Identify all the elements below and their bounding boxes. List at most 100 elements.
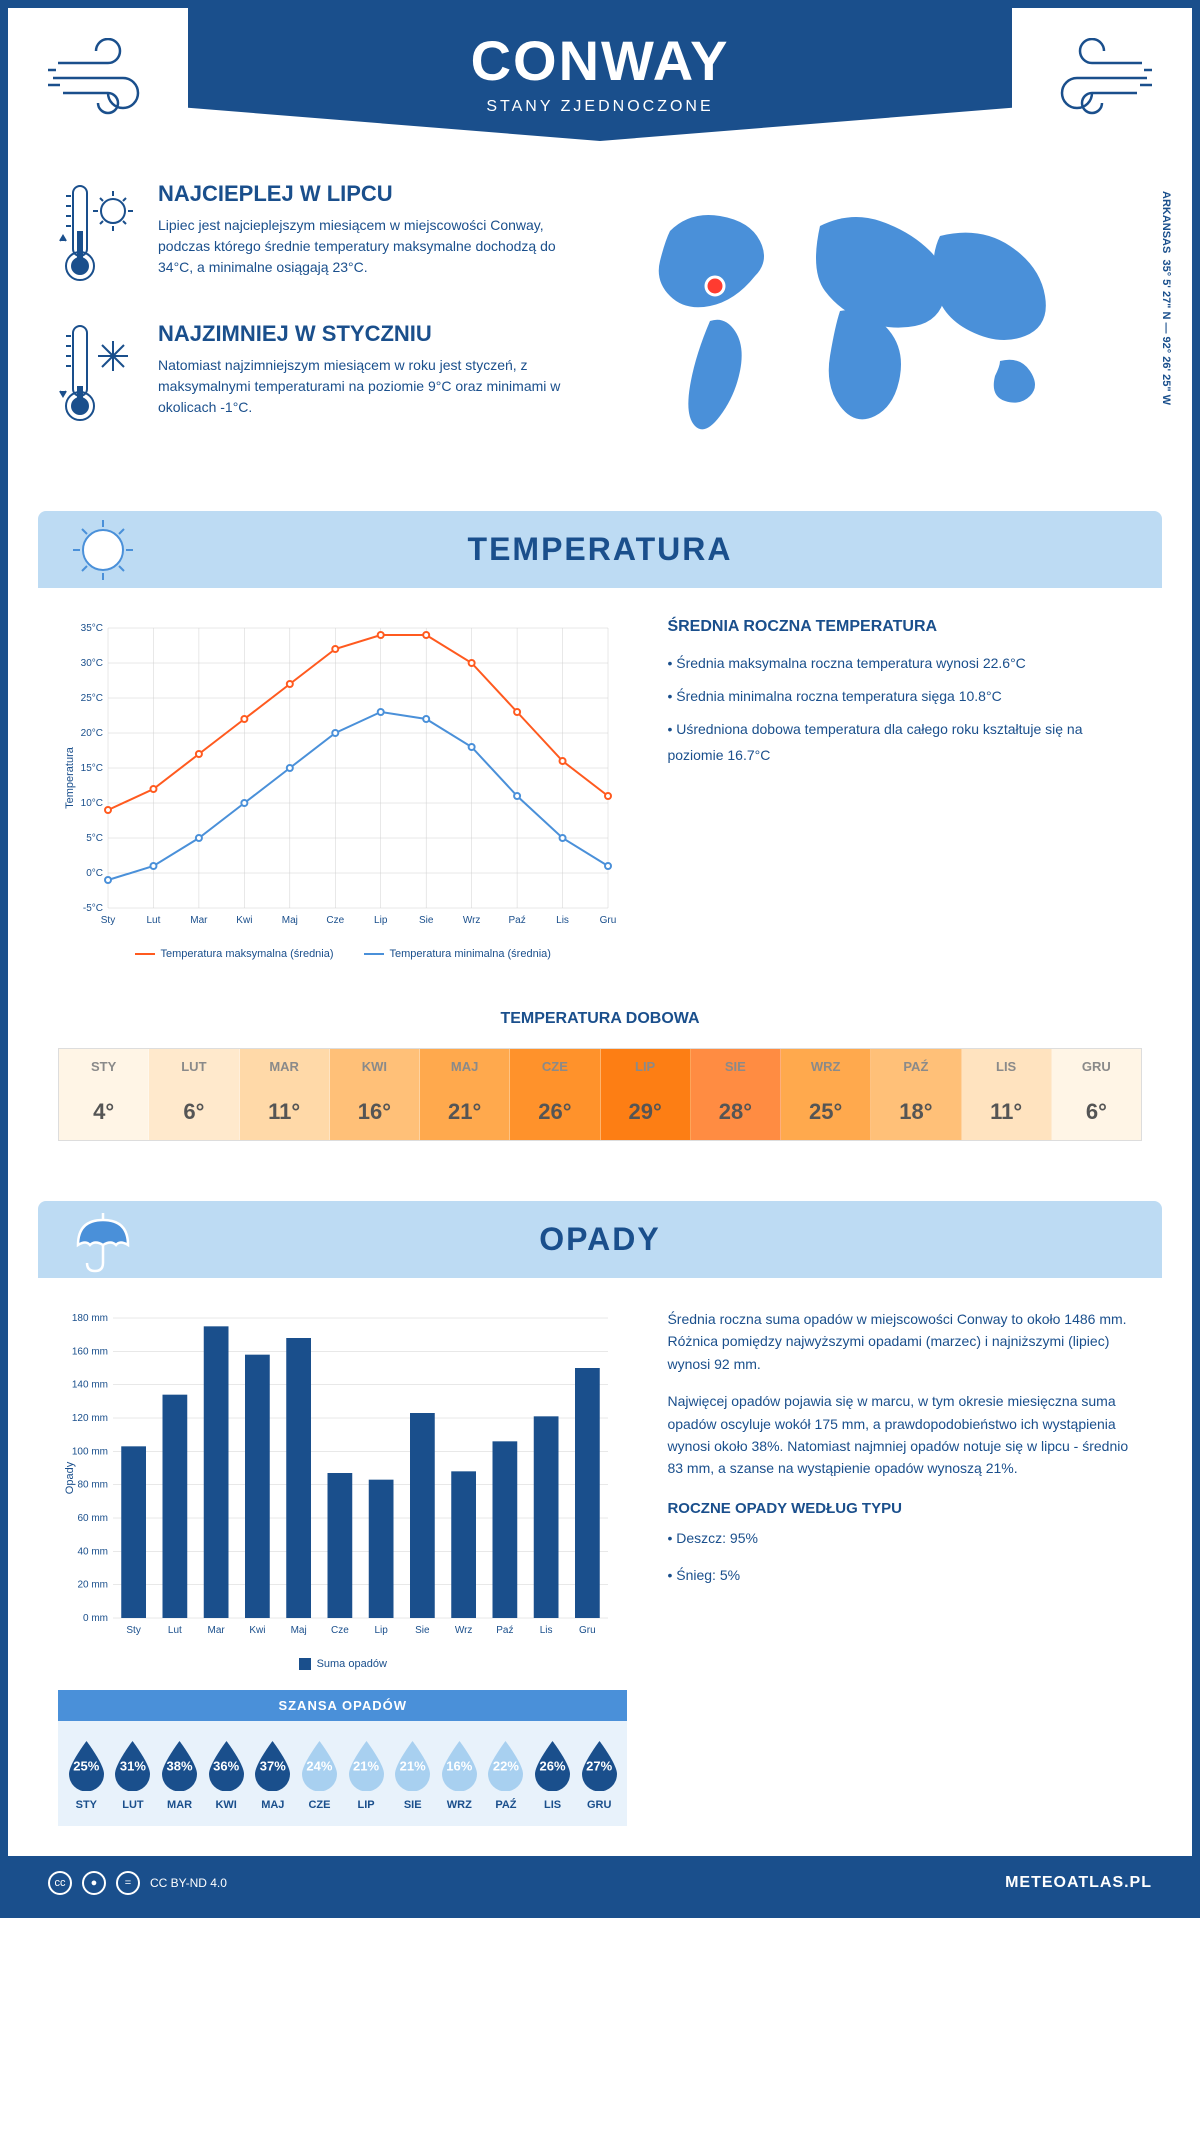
chance-cell: 16%WRZ: [436, 1736, 483, 1811]
temp-cell: GRU6°: [1052, 1049, 1141, 1140]
svg-text:35°C: 35°C: [81, 623, 103, 634]
coldest-title: NAJZIMNIEJ W STYCZNIU: [158, 321, 580, 347]
nd-icon: =: [116, 1871, 140, 1895]
precip-title: OPADY: [38, 1221, 1162, 1258]
thermometer-hot-icon: [58, 181, 138, 291]
chance-title: SZANSA OPADÓW: [58, 1690, 627, 1721]
page-footer: cc ● = CC BY-ND 4.0 METEOATLAS.PL: [8, 1856, 1192, 1910]
svg-text:Sie: Sie: [419, 915, 434, 926]
temp-cell: LUT6°: [149, 1049, 239, 1140]
temperature-chart: -5°C0°C5°C10°C15°C20°C25°C30°C35°CStyLut…: [58, 618, 618, 938]
chance-cell: 37%MAJ: [250, 1736, 297, 1811]
svg-text:25°C: 25°C: [81, 693, 103, 704]
chance-cell: 21%SIE: [389, 1736, 436, 1811]
svg-text:Cze: Cze: [326, 915, 344, 926]
svg-text:160 mm: 160 mm: [72, 1346, 108, 1357]
temperature-title: TEMPERATURA: [38, 531, 1162, 568]
chance-cell: 26%LIS: [529, 1736, 576, 1811]
temperature-section-header: TEMPERATURA: [38, 511, 1162, 588]
chance-cell: 25%STY: [63, 1736, 110, 1811]
svg-text:Lut: Lut: [168, 1625, 182, 1636]
chance-cell: 22%PAŹ: [483, 1736, 530, 1811]
svg-text:80 mm: 80 mm: [77, 1480, 108, 1491]
temp-cell: LIS11°: [962, 1049, 1052, 1140]
svg-text:Lut: Lut: [147, 915, 161, 926]
svg-text:180 mm: 180 mm: [72, 1313, 108, 1324]
svg-text:Lis: Lis: [540, 1625, 553, 1636]
chance-cell: 27%GRU: [576, 1736, 623, 1811]
temp-cell: MAJ21°: [420, 1049, 510, 1140]
country-subtitle: STANY ZJEDNOCZONE: [188, 98, 1012, 116]
warmest-fact: NAJCIEPLEJ W LIPCU Lipiec jest najcieple…: [58, 181, 580, 291]
world-map: [620, 181, 1142, 441]
warmest-title: NAJCIEPLEJ W LIPCU: [158, 181, 580, 207]
temp-cell: WRZ25°: [781, 1049, 871, 1140]
svg-text:Wrz: Wrz: [463, 915, 481, 926]
svg-text:Maj: Maj: [291, 1625, 307, 1636]
svg-text:60 mm: 60 mm: [77, 1513, 108, 1524]
temp-cell: CZE26°: [510, 1049, 600, 1140]
legend-max: Temperatura maksymalna (średnia): [135, 948, 334, 960]
wind-icon-left: [48, 38, 168, 118]
svg-text:-5°C: -5°C: [83, 903, 103, 914]
svg-text:0°C: 0°C: [86, 868, 103, 879]
site-name: METEOATLAS.PL: [1005, 1874, 1152, 1892]
coldest-fact: NAJZIMNIEJ W STYCZNIU Natomiast najzimni…: [58, 321, 580, 431]
svg-text:0 mm: 0 mm: [83, 1613, 108, 1624]
svg-text:Paź: Paź: [508, 915, 525, 926]
precip-snow: • Śnieg: 5%: [667, 1564, 1142, 1586]
svg-text:Mar: Mar: [208, 1625, 226, 1636]
temp-cell: PAŹ18°: [871, 1049, 961, 1140]
svg-text:10°C: 10°C: [81, 798, 103, 809]
chance-cell: 38%MAR: [156, 1736, 203, 1811]
precip-text-1: Średnia roczna suma opadów w miejscowośc…: [667, 1308, 1142, 1375]
svg-text:Mar: Mar: [190, 915, 208, 926]
svg-text:Lip: Lip: [374, 915, 388, 926]
svg-text:20 mm: 20 mm: [77, 1580, 108, 1591]
svg-text:Sty: Sty: [126, 1625, 140, 1636]
precip-type-title: ROCZNE OPADY WEDŁUG TYPU: [667, 1500, 1142, 1517]
svg-text:30°C: 30°C: [81, 658, 103, 669]
svg-text:100 mm: 100 mm: [72, 1446, 108, 1457]
temp-cell: KWI16°: [330, 1049, 420, 1140]
svg-text:Opady: Opady: [64, 1461, 76, 1494]
svg-text:Sie: Sie: [415, 1625, 430, 1636]
chance-cell: 24%CZE: [296, 1736, 343, 1811]
svg-text:Paź: Paź: [496, 1625, 513, 1636]
svg-text:15°C: 15°C: [81, 763, 103, 774]
svg-text:5°C: 5°C: [86, 833, 103, 844]
daily-temp-table: STY4°LUT6°MAR11°KWI16°MAJ21°CZE26°LIP29°…: [58, 1048, 1142, 1141]
precipitation-chart: 0 mm20 mm40 mm60 mm80 mm100 mm120 mm140 …: [58, 1308, 618, 1648]
precip-section-header: OPADY: [38, 1201, 1162, 1278]
chance-cell: 31%LUT: [110, 1736, 157, 1811]
svg-text:120 mm: 120 mm: [72, 1413, 108, 1424]
svg-text:Kwi: Kwi: [249, 1625, 265, 1636]
precip-rain: • Deszcz: 95%: [667, 1527, 1142, 1549]
svg-text:Wrz: Wrz: [455, 1625, 473, 1636]
sun-icon: [68, 515, 138, 585]
chance-cell: 21%LIP: [343, 1736, 390, 1811]
svg-text:Maj: Maj: [282, 915, 298, 926]
page-header: CONWAY STANY ZJEDNOCZONE: [188, 8, 1012, 141]
legend-precip: Suma opadów: [299, 1658, 387, 1670]
coldest-text: Natomiast najzimniejszym miesiącem w rok…: [158, 355, 580, 418]
svg-text:140 mm: 140 mm: [72, 1380, 108, 1391]
temp-info-title: ŚREDNIA ROCZNA TEMPERATURA: [667, 618, 1142, 636]
warmest-text: Lipiec jest najcieplejszym miesiącem w m…: [158, 215, 580, 278]
svg-text:20°C: 20°C: [81, 728, 103, 739]
svg-text:Gru: Gru: [600, 915, 617, 926]
svg-text:Gru: Gru: [579, 1625, 596, 1636]
svg-text:Cze: Cze: [331, 1625, 349, 1636]
cc-icon: cc: [48, 1871, 72, 1895]
wind-icon-right: [1032, 38, 1152, 118]
temp-bullet-1: • Średnia maksymalna roczna temperatura …: [667, 651, 1142, 676]
temp-cell: SIE28°: [691, 1049, 781, 1140]
svg-text:Lip: Lip: [374, 1625, 388, 1636]
coordinates: ARKANSAS 35° 5' 27" N — 92° 26' 25" W: [1160, 191, 1172, 405]
umbrella-icon: [68, 1205, 138, 1275]
temp-cell: STY4°: [59, 1049, 149, 1140]
city-title: CONWAY: [188, 28, 1012, 93]
by-icon: ●: [82, 1871, 106, 1895]
legend-min: Temperatura minimalna (średnia): [364, 948, 551, 960]
license-text: CC BY-ND 4.0: [150, 1876, 227, 1890]
